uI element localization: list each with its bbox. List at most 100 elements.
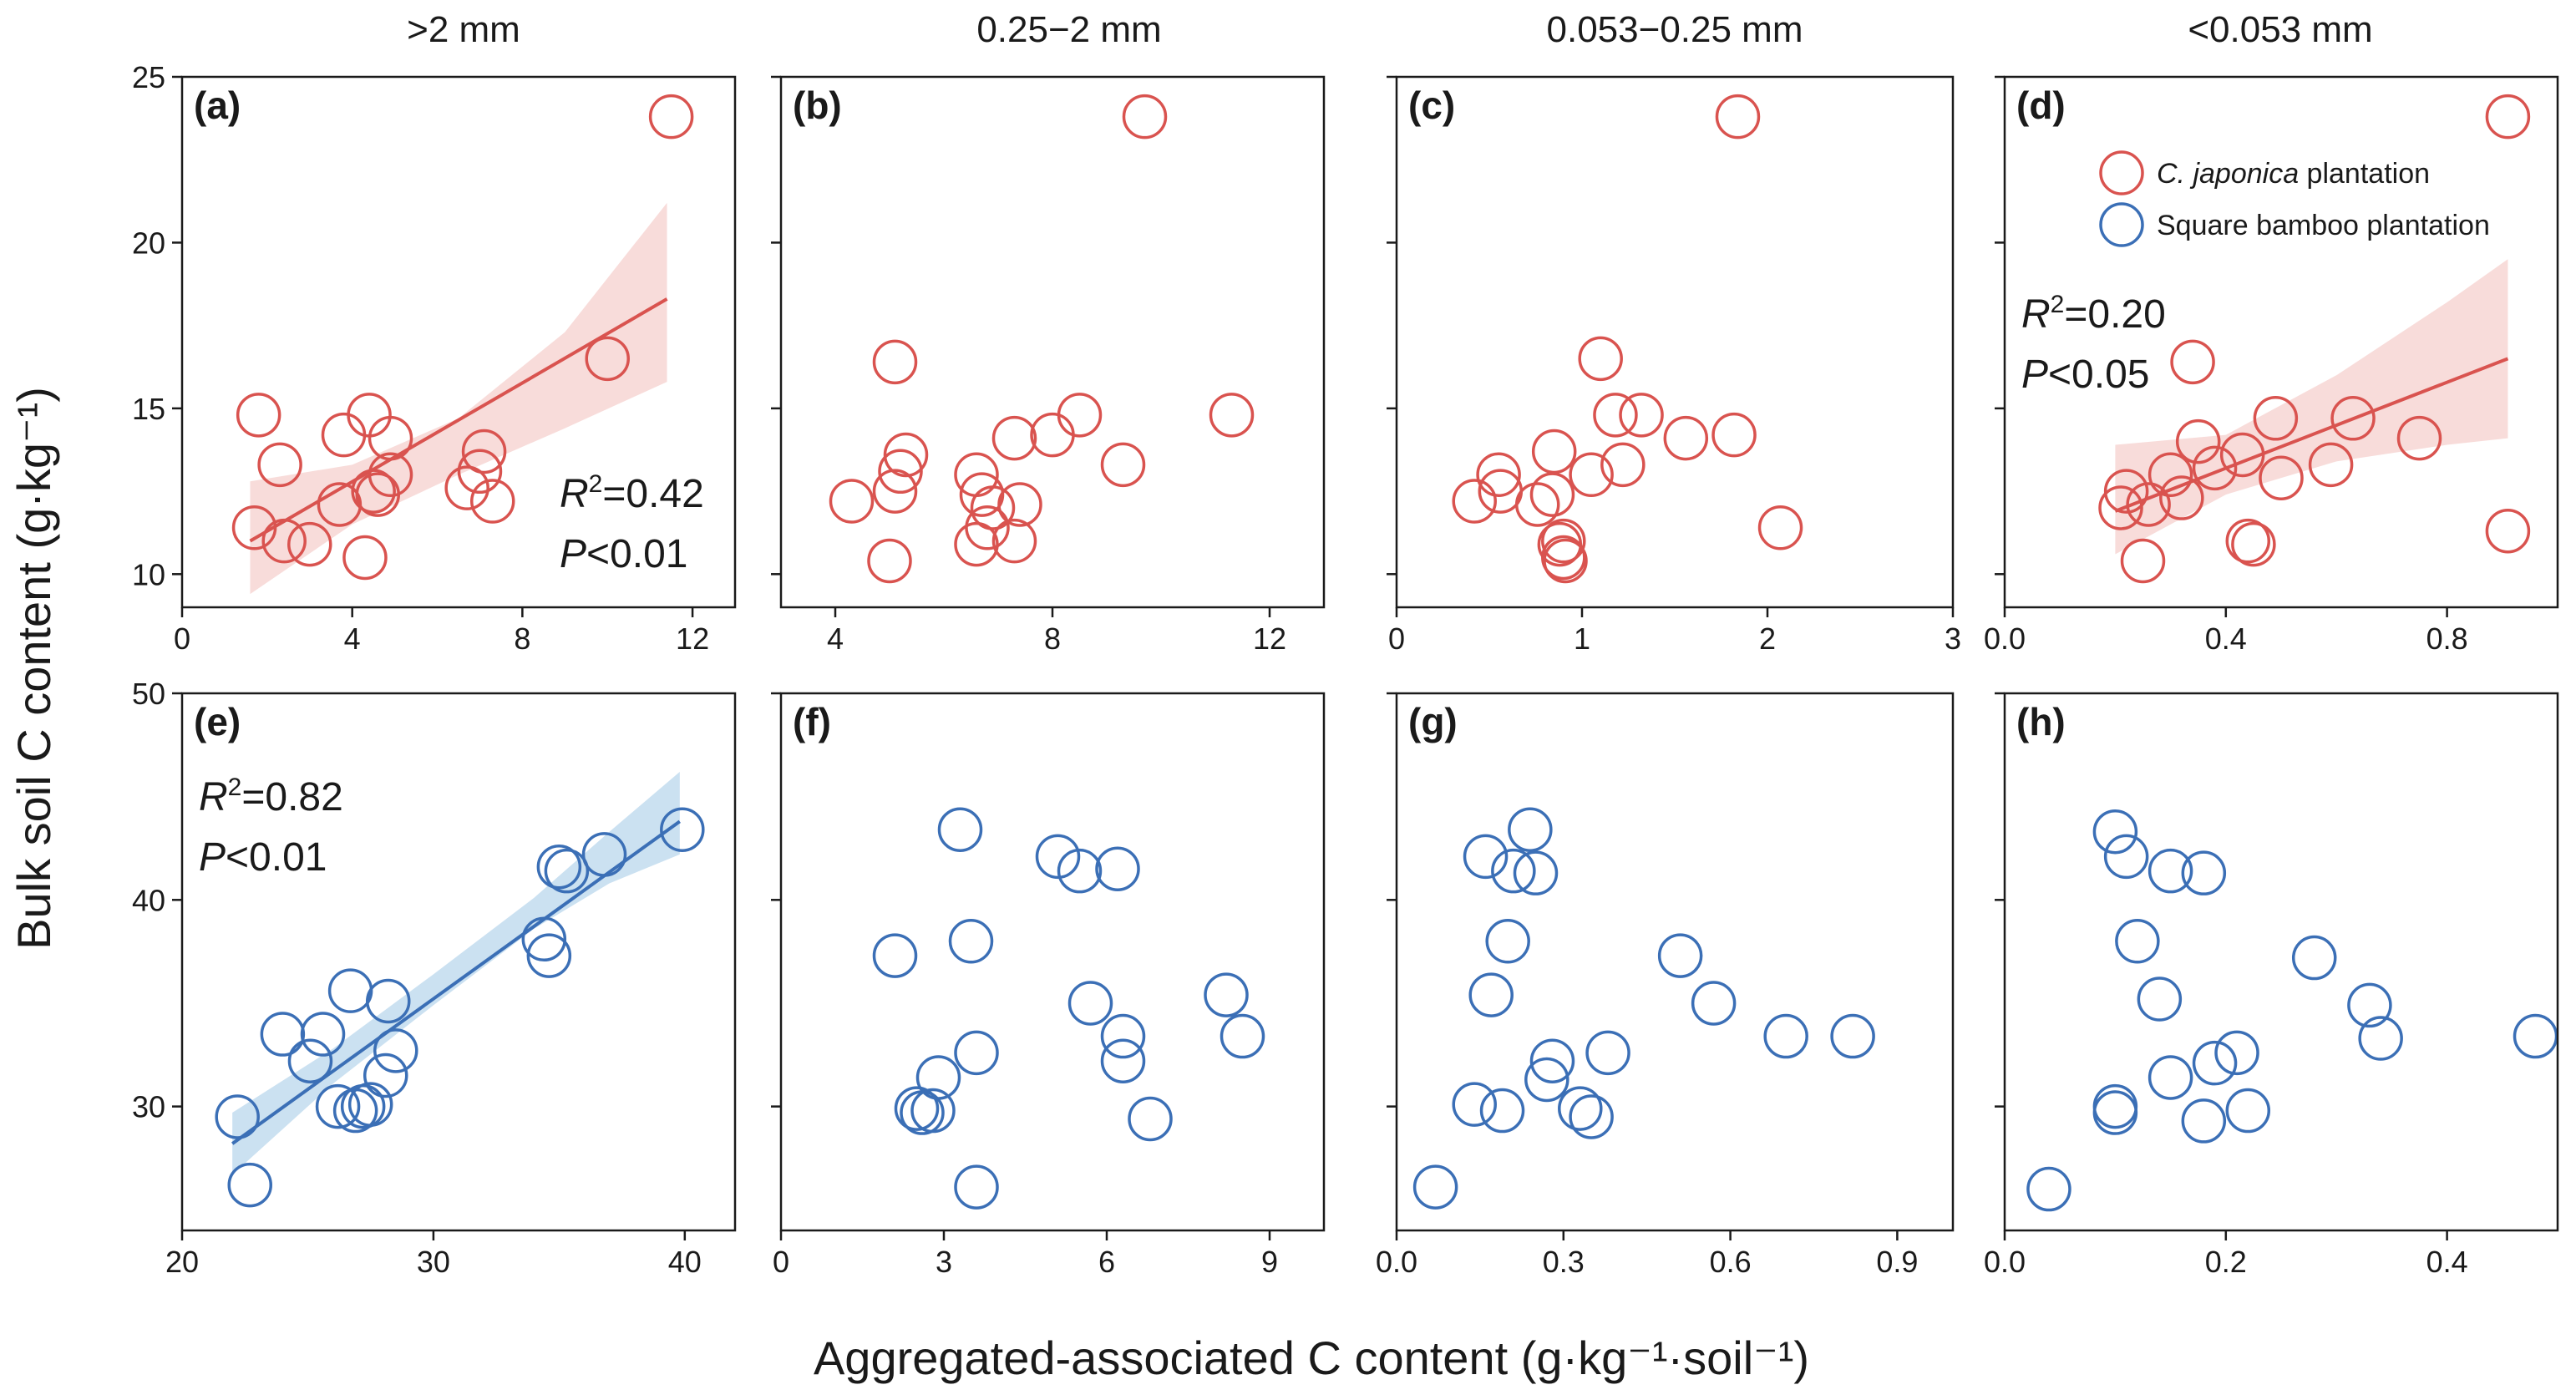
data-point xyxy=(1100,1013,1146,1059)
data-point xyxy=(321,412,367,458)
legend-label-bamboo: Square bamboo plantation xyxy=(2157,210,2490,241)
data-point xyxy=(1663,415,1709,461)
panel-a: 0 4 8 12 10 15 20 25 (a) R2=0.42 P<0.01 xyxy=(132,60,737,656)
data-point xyxy=(444,465,489,510)
data-point xyxy=(878,449,923,495)
data-point xyxy=(1095,846,1140,891)
data-point xyxy=(2159,475,2204,520)
confidence-band xyxy=(2115,259,2508,555)
data-point xyxy=(660,807,705,852)
data-point xyxy=(544,848,590,894)
data-point xyxy=(257,442,302,488)
panel-f: 0 3 6 9 (f) xyxy=(771,692,1326,1279)
r-superscript: 2 xyxy=(228,774,242,801)
panel-label: (a) xyxy=(194,84,241,127)
x-tick-label: 8 xyxy=(1044,621,1061,656)
p-value: <0.01 xyxy=(226,835,327,880)
panel-frame xyxy=(180,75,737,609)
data-point xyxy=(1600,442,1645,488)
data-point xyxy=(1122,94,1168,140)
r-squared-label: R2=0.82 xyxy=(199,774,343,819)
p-symbol: P xyxy=(560,532,586,576)
panel-label: (g) xyxy=(1408,700,1458,743)
x-tick-label: 0.2 xyxy=(2205,1245,2247,1279)
y-tick-label: 10 xyxy=(132,557,165,591)
data-point xyxy=(1100,1038,1146,1083)
panel-frame xyxy=(1395,75,1955,609)
x-tick-label: 0.8 xyxy=(2426,621,2468,656)
data-point xyxy=(1558,1086,1603,1131)
legend-italic: C. japonica xyxy=(2157,158,2299,190)
data-point xyxy=(883,432,929,478)
data-point xyxy=(1578,336,1623,382)
data-point xyxy=(536,844,582,890)
data-point xyxy=(287,1038,333,1083)
data-point xyxy=(368,452,413,497)
panel-e: 20 30 40 30 40 50 (e) R2=0.82 P<0.01 xyxy=(132,677,737,1279)
data-point xyxy=(970,485,1016,530)
x-tick-label: 8 xyxy=(514,621,530,656)
data-point xyxy=(287,521,332,567)
data-point xyxy=(2175,418,2221,464)
panel-frame xyxy=(1395,692,1955,1232)
data-point xyxy=(368,415,413,461)
data-point xyxy=(2259,455,2304,500)
data-point xyxy=(2219,432,2265,478)
legend-label-japonica: C. japonica plantation xyxy=(2157,158,2430,190)
data-point xyxy=(1529,472,1575,517)
data-point xyxy=(2120,538,2166,584)
column-title-4: <0.053 mm xyxy=(2188,9,2372,50)
data-point xyxy=(1524,1057,1569,1103)
data-point xyxy=(2192,445,2238,491)
data-point xyxy=(347,393,392,438)
data-point xyxy=(1508,807,1553,852)
y-tick-label: 25 xyxy=(132,60,165,94)
x-tick-label: 0.0 xyxy=(1376,1245,1417,1279)
x-tick-label: 0.4 xyxy=(2205,621,2247,656)
data-point xyxy=(215,1094,260,1139)
data-point xyxy=(1691,981,1737,1026)
data-point xyxy=(2098,485,2143,530)
panel-frame xyxy=(779,75,1326,609)
p-value: <0.01 xyxy=(586,532,687,576)
data-point xyxy=(1057,393,1103,438)
data-point xyxy=(1543,538,1588,584)
x-tick-label: 0.4 xyxy=(2426,1245,2468,1279)
data-point xyxy=(2358,1016,2403,1061)
p-symbol: P xyxy=(199,835,226,880)
r-superscript: 2 xyxy=(589,470,603,498)
data-point xyxy=(1830,1013,1875,1059)
data-point xyxy=(867,538,912,584)
data-point xyxy=(965,505,1010,550)
data-point xyxy=(2485,508,2531,554)
data-point xyxy=(1585,1030,1630,1076)
data-point xyxy=(2148,452,2193,497)
data-point xyxy=(2347,982,2392,1028)
data-point xyxy=(260,1012,306,1057)
data-point xyxy=(2148,848,2193,894)
data-point xyxy=(1209,393,1255,438)
data-point xyxy=(1491,848,1536,894)
data-point xyxy=(2231,521,2276,567)
panel-frame xyxy=(779,692,1326,1232)
data-point xyxy=(2214,1030,2259,1076)
data-point xyxy=(2181,1098,2227,1144)
x-tick-label: 6 xyxy=(1098,1245,1115,1279)
data-point xyxy=(1619,393,1664,438)
data-point xyxy=(1100,442,1146,488)
panel-g: 0.0 0.3 0.6 0.9 (g) xyxy=(1376,692,1955,1279)
r-symbol: R xyxy=(199,775,228,819)
r-squared-value: =0.20 xyxy=(2064,292,2165,337)
data-point xyxy=(1035,834,1081,880)
y-tick-label: 20 xyxy=(132,226,165,260)
legend-marker-japonica xyxy=(2099,150,2144,195)
x-tick-label: 30 xyxy=(417,1245,450,1279)
legend-text-rest: Square bamboo plantation xyxy=(2157,210,2490,241)
data-point xyxy=(2330,396,2376,441)
data-point xyxy=(2225,1088,2271,1134)
x-tick-label: 4 xyxy=(827,621,844,656)
p-value-label: P<0.01 xyxy=(199,835,327,880)
panel-frame xyxy=(2003,75,2559,609)
x-tick-label: 0 xyxy=(174,621,190,656)
